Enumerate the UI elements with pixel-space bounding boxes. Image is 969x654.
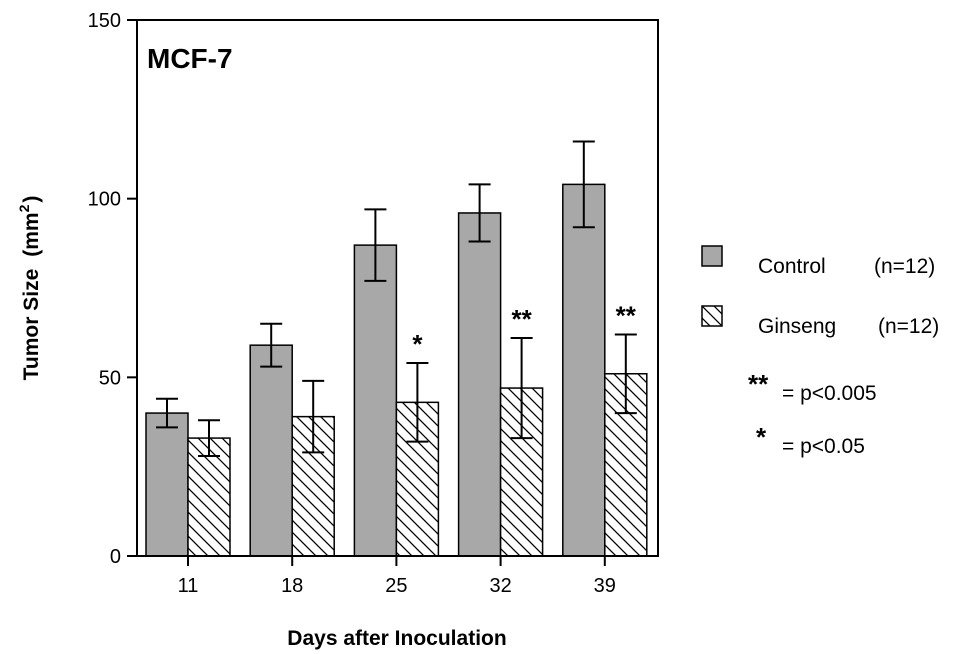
significance-note-single: * = p<0.05 (756, 422, 865, 458)
x-tick-label-11: 11 (178, 575, 199, 597)
bar-control-39 (562, 183, 606, 557)
legend-item-control: Control (n=12) (701, 245, 935, 278)
chart-title: MCF-7 (147, 43, 233, 74)
significance-marker-39: ** (616, 300, 637, 330)
plot-frame (136, 19, 659, 557)
y-tick-label-100: 100 (88, 189, 121, 211)
y-tick-label-50: 50 (99, 367, 121, 389)
significance-marker-32: ** (511, 304, 532, 334)
significance-note-double: ** = p<0.005 (748, 369, 877, 405)
y-axis-unit-close: ) (20, 196, 43, 203)
bar-control-18 (249, 344, 293, 557)
legend-count-ginseng: (n=12) (878, 315, 939, 338)
y-axis-title: Tumor Size (mm2) (16, 196, 43, 381)
bar-control-11 (145, 412, 189, 557)
legend-swatch-control (701, 245, 723, 267)
bar-ginseng-11 (187, 437, 231, 557)
significance-marker-25: * (412, 329, 423, 359)
legend-item-ginseng: Ginseng (n=12) (701, 305, 939, 338)
y-tick-label-150: 150 (88, 10, 121, 32)
legend-label-control: Control (758, 255, 826, 278)
bar-control-25 (353, 244, 398, 557)
legend: Control (n=12) Ginseng (n=12) ** = p<0.0… (701, 245, 939, 458)
bar-control-32 (457, 212, 502, 557)
y-axis-unit-sup: 2 (16, 204, 32, 212)
bar-ginseng-32 (499, 387, 544, 557)
significance-note-single-text: = p<0.05 (782, 435, 865, 458)
y-axis-unit-base: (mm (20, 212, 43, 256)
significance-note-double-symbol: ** (748, 369, 769, 399)
x-axis-title: Days after Inoculation (287, 627, 506, 650)
x-tick-label-18: 18 (281, 575, 303, 597)
y-axis-title-main: Tumor Size (20, 269, 43, 381)
legend-swatch-ginseng (701, 305, 723, 327)
legend-count-control: (n=12) (874, 255, 935, 278)
x-tick-label-32: 32 (489, 575, 511, 597)
x-tick-label-25: 25 (385, 575, 407, 597)
legend-label-ginseng: Ginseng (758, 315, 836, 338)
significance-note-single-symbol: * (756, 422, 767, 452)
y-tick-label-0: 0 (110, 546, 121, 568)
significance-note-double-text: = p<0.005 (782, 382, 877, 405)
x-tick-label-39: 39 (594, 575, 616, 597)
